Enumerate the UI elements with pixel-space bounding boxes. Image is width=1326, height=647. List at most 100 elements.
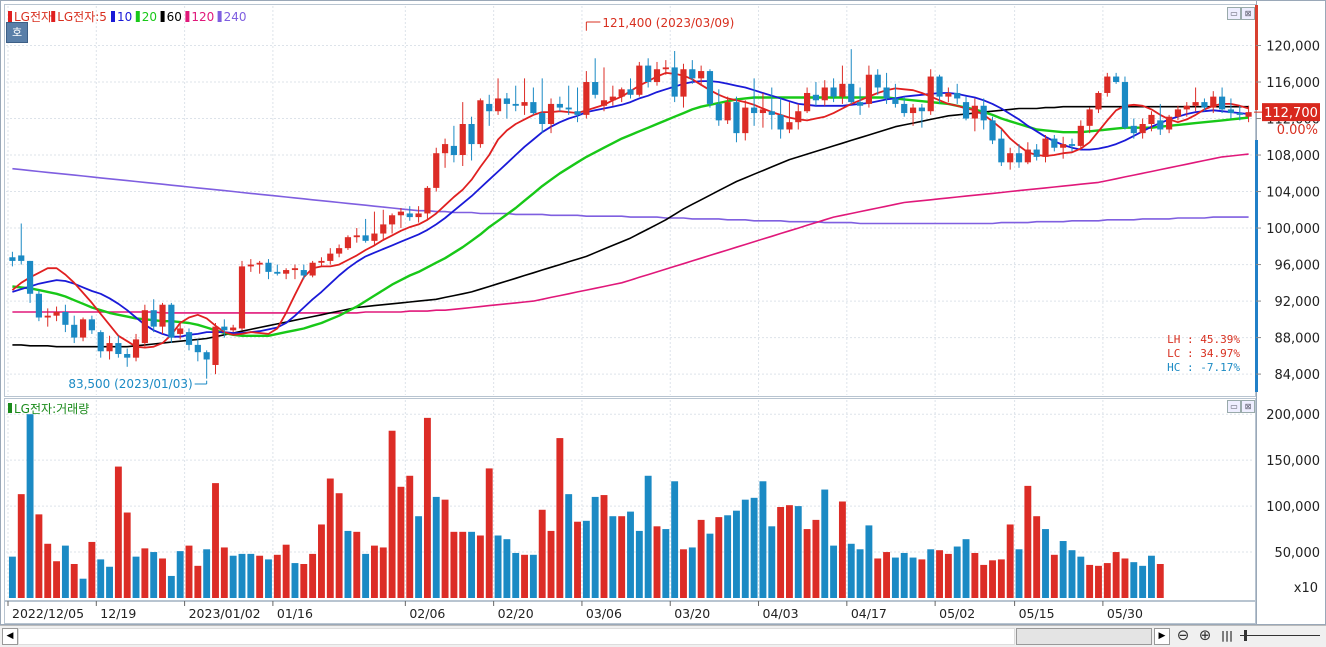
- volume-bar: [326, 478, 334, 598]
- volume-bar: [70, 563, 78, 598]
- volume-bar: [644, 475, 652, 598]
- scroll-thumb[interactable]: [1016, 628, 1152, 645]
- volume-bar: [635, 530, 643, 598]
- candle: [1051, 134, 1058, 152]
- candle-body: [1130, 125, 1137, 134]
- candle: [1121, 76, 1129, 130]
- candle: [88, 315, 95, 334]
- candle: [415, 206, 422, 223]
- candle: [583, 71, 590, 119]
- volume-tick-label: 200,000: [1266, 408, 1320, 423]
- corner-badge[interactable]: 호: [6, 22, 28, 43]
- candle-body: [883, 87, 890, 99]
- candle: [839, 65, 846, 104]
- candle: [336, 244, 343, 258]
- candle: [618, 87, 625, 103]
- candle-body: [35, 293, 42, 318]
- volume-bar: [900, 552, 908, 598]
- scroll-right-button[interactable]: ▶: [1154, 628, 1170, 645]
- candle: [1139, 118, 1146, 139]
- volume-bar: [194, 565, 202, 598]
- volume-bar: [17, 494, 25, 598]
- candle-body: [62, 312, 69, 325]
- candle: [97, 330, 104, 358]
- volume-bar: [494, 535, 502, 598]
- volume-bar: [741, 499, 749, 598]
- candle-body: [362, 235, 369, 241]
- volume-panel-close-button[interactable]: ⊠: [1241, 400, 1255, 413]
- candle-body: [830, 87, 837, 97]
- volume-bar: [759, 481, 767, 598]
- scroll-left-button[interactable]: ◀: [2, 628, 18, 645]
- candle-body: [1227, 109, 1235, 114]
- volume-bar: [565, 494, 573, 598]
- candle-body: [141, 310, 148, 344]
- zoom-out-button[interactable]: ⊖: [1174, 626, 1192, 645]
- candle-body: [1245, 112, 1252, 117]
- candle: [856, 87, 864, 115]
- price-panel-minimize-button[interactable]: ▭: [1227, 7, 1241, 20]
- candle: [62, 304, 69, 333]
- legend-swatch: [111, 11, 115, 22]
- time-tick-label: 2022/12/05: [12, 606, 84, 621]
- candle: [380, 209, 387, 241]
- candle: [980, 98, 987, 130]
- volume-bar: [1086, 564, 1094, 598]
- candle-body: [751, 107, 758, 114]
- close-icon: ⊠: [1244, 9, 1252, 18]
- scroll-track[interactable]: [18, 628, 1015, 645]
- candle: [327, 248, 334, 265]
- volume-bar: [671, 481, 679, 598]
- candle: [874, 69, 881, 95]
- candle: [636, 61, 643, 97]
- candle: [989, 116, 996, 145]
- candle-body: [88, 319, 95, 331]
- candle-body: [627, 89, 634, 95]
- volume-tick-label: 150,000: [1266, 454, 1320, 469]
- candle-body: [1201, 102, 1208, 108]
- volume-bar: [1121, 558, 1129, 598]
- candle-body: [274, 271, 281, 274]
- zoom-slider-handle[interactable]: [1244, 630, 1247, 641]
- volume-bar: [609, 516, 617, 598]
- bar-count-button[interactable]: |||: [1218, 626, 1236, 645]
- candle: [79, 317, 87, 342]
- candle-body: [901, 103, 908, 114]
- candle-body: [406, 213, 413, 218]
- candle-body: [477, 100, 484, 145]
- volume-bar: [203, 549, 211, 598]
- candle: [909, 103, 917, 126]
- legend-label: 10: [117, 10, 132, 24]
- volume-bar: [247, 553, 255, 598]
- volume-bar: [176, 551, 184, 598]
- candle: [1033, 144, 1040, 161]
- volume-bar: [282, 544, 290, 598]
- zoom-slider[interactable]: [1240, 630, 1320, 641]
- candle: [300, 264, 307, 280]
- candle-body: [962, 102, 970, 119]
- candle-body: [247, 264, 254, 267]
- volume-bar: [1148, 555, 1155, 598]
- candle: [424, 186, 431, 219]
- volume-tick-label: 50,000: [1275, 546, 1321, 561]
- candle: [1148, 111, 1155, 132]
- volume-bar: [574, 521, 581, 598]
- volume-bar: [971, 552, 979, 598]
- horizontal-scrollbar[interactable]: ◀ ▶ ⊖ ⊕ |||: [0, 625, 1326, 647]
- volume-bar: [591, 496, 599, 598]
- candle-body: [389, 215, 396, 225]
- time-tick-label: 05/15: [1019, 606, 1055, 621]
- zoom-in-button[interactable]: ⊕: [1196, 626, 1214, 645]
- price-panel-close-button[interactable]: ⊠: [1241, 7, 1255, 20]
- volume-panel-minimize-button[interactable]: ▭: [1227, 400, 1241, 413]
- volume-bar: [1130, 562, 1138, 598]
- candle: [786, 102, 793, 134]
- candle: [1166, 114, 1173, 134]
- volume-bar: [300, 563, 308, 598]
- candle-body: [300, 270, 307, 276]
- candle: [927, 69, 934, 115]
- candle: [804, 87, 811, 114]
- candle: [265, 259, 272, 280]
- candle: [795, 103, 802, 130]
